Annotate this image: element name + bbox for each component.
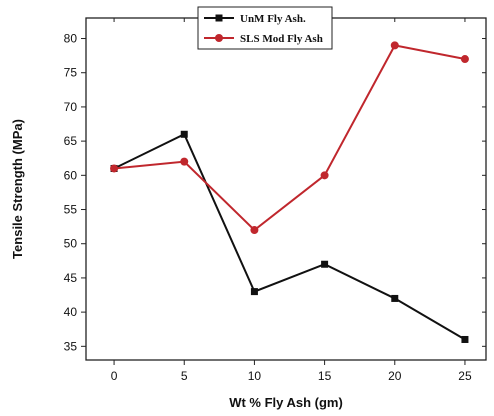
data-point-circle <box>110 164 119 173</box>
y-tick-label: 80 <box>64 32 78 46</box>
x-tick-label: 15 <box>318 369 332 383</box>
x-tick-label: 10 <box>248 369 262 383</box>
y-tick-label: 40 <box>64 305 78 319</box>
legend: UnM Fly Ash. SLS Mod Fly Ash <box>197 6 333 50</box>
series-line-1 <box>113 132 466 341</box>
y-tick-label: 75 <box>64 66 78 80</box>
y-axis-title: Tensile Strength (MPa) <box>10 119 25 259</box>
legend-label-1: UnM Fly Ash. <box>240 13 306 25</box>
data-point-circle <box>460 55 469 64</box>
data-point-square <box>391 294 399 302</box>
data-point-circle <box>180 157 189 166</box>
y-tick-label: 65 <box>64 134 78 148</box>
y-tick-label: 35 <box>64 339 78 353</box>
y-tick-label: 60 <box>64 168 78 182</box>
x-axis: 0 5 10 15 20 25 <box>111 18 472 383</box>
data-point-circle <box>390 41 399 50</box>
x-tick-label: 0 <box>111 369 118 383</box>
series-line-2 <box>113 44 466 232</box>
plot-frame <box>85 17 487 361</box>
series-layer <box>110 41 469 343</box>
x-tick-label: 20 <box>388 369 402 383</box>
y-tick-label: 70 <box>64 100 78 114</box>
y-axis: 35 40 45 50 55 60 65 70 75 80 <box>64 32 486 353</box>
x-axis-title: Wt % Fly Ash (gm) <box>229 395 343 410</box>
y-tick-label: 50 <box>64 237 78 251</box>
data-point-circle <box>320 171 329 180</box>
legend-box <box>197 6 333 50</box>
data-point-circle <box>250 226 259 235</box>
data-point-square <box>321 260 329 268</box>
legend-label-2: SLS Mod Fly Ash <box>240 33 323 45</box>
legend-marker-circle <box>215 34 223 42</box>
legend-marker-square <box>215 14 223 22</box>
x-tick-label: 5 <box>181 369 188 383</box>
data-point-square <box>461 335 469 343</box>
data-point-square <box>250 288 258 296</box>
y-tick-label: 45 <box>64 271 78 285</box>
y-tick-label: 55 <box>64 203 78 217</box>
data-point-square <box>180 130 188 138</box>
x-tick-label: 25 <box>458 369 472 383</box>
